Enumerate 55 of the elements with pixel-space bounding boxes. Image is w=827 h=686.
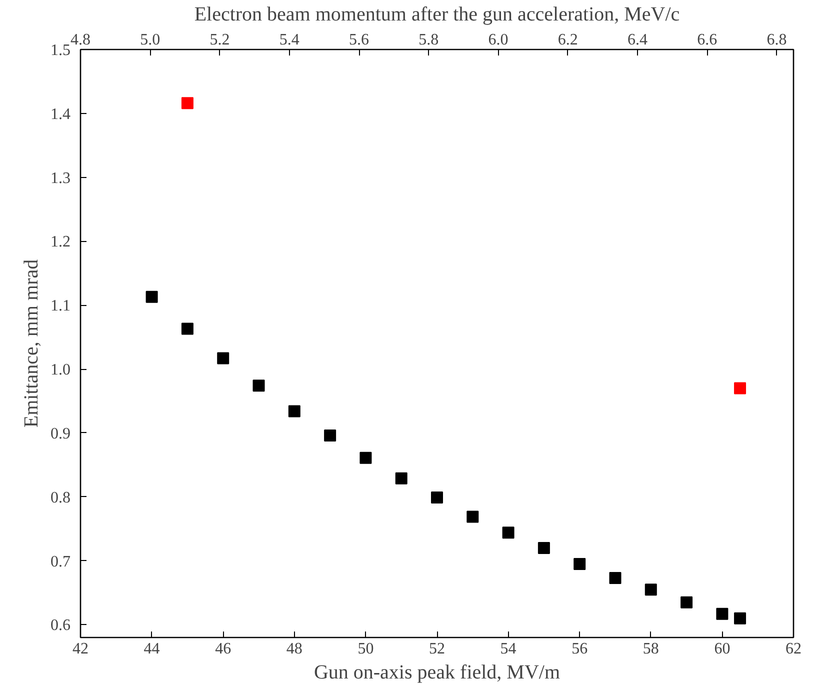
- y-tick-label: 1.2: [50, 234, 70, 251]
- x-tick-label: 58: [642, 640, 659, 658]
- y-axis-title: Emittance, mm mrad: [20, 259, 42, 428]
- y-tick-label: 1.5: [50, 42, 70, 59]
- point: [574, 558, 586, 570]
- x2-tick-label: 5.2: [210, 32, 230, 48]
- x-tick-label: 52: [429, 640, 445, 658]
- x-tick-label: 50: [358, 640, 374, 658]
- point: [538, 542, 550, 554]
- y-tick-label: 0.7: [50, 553, 70, 570]
- x2-tick-label: 5.6: [349, 32, 370, 48]
- point: [181, 97, 194, 110]
- x-tick-label: 56: [572, 640, 588, 658]
- point: [181, 322, 194, 335]
- point: [502, 526, 514, 539]
- y-tick-label: 0.9: [50, 425, 70, 442]
- x-tick-label: 46: [215, 640, 232, 658]
- y-tick-label: 1.1: [50, 298, 70, 315]
- point: [217, 352, 230, 364]
- x-tick-label: 54: [500, 640, 516, 658]
- x2-tick-label: 5.8: [418, 32, 439, 48]
- point: [466, 510, 479, 523]
- x2-tick-label: 6.8: [766, 32, 787, 48]
- point: [252, 380, 265, 392]
- x2-axis-title: Electron beam momentum after the gun acceleration, MeV/c: [194, 4, 680, 26]
- x-axis-title: Gun on-axis peak field, MV/m: [314, 662, 560, 684]
- x2-tick-label: 5.0: [140, 32, 160, 48]
- point: [734, 382, 746, 394]
- x2-tick-label: 4.8: [70, 32, 90, 48]
- point: [324, 430, 336, 442]
- y-tick-label: 0.8: [50, 489, 70, 506]
- point: [716, 608, 728, 620]
- point: [644, 584, 657, 596]
- x2-tick-label: 6.2: [558, 32, 578, 48]
- x2-tick-label: 6.6: [697, 32, 718, 48]
- y-tick-label: 1.3: [50, 170, 70, 187]
- point: [146, 290, 158, 303]
- point: [609, 572, 622, 584]
- point: [288, 405, 300, 418]
- x-tick-label: 60: [714, 640, 730, 658]
- x2-tick-label: 6.0: [488, 32, 508, 48]
- point: [395, 472, 408, 484]
- x-tick-label: 42: [72, 640, 88, 658]
- y-tick-label: 0.6: [50, 617, 70, 634]
- point: [734, 612, 746, 624]
- point: [360, 452, 372, 464]
- x2-tick-label: 6.4: [628, 32, 648, 48]
- point: [431, 492, 443, 504]
- point: [680, 596, 693, 608]
- y-tick-label: 1.4: [50, 106, 70, 123]
- x-tick-label: 48: [286, 640, 302, 658]
- x-tick-label: 44: [144, 640, 160, 658]
- x-tick-label: 62: [786, 640, 802, 658]
- x2-tick-label: 5.4: [279, 32, 300, 48]
- y-tick-label: 1.0: [50, 362, 70, 379]
